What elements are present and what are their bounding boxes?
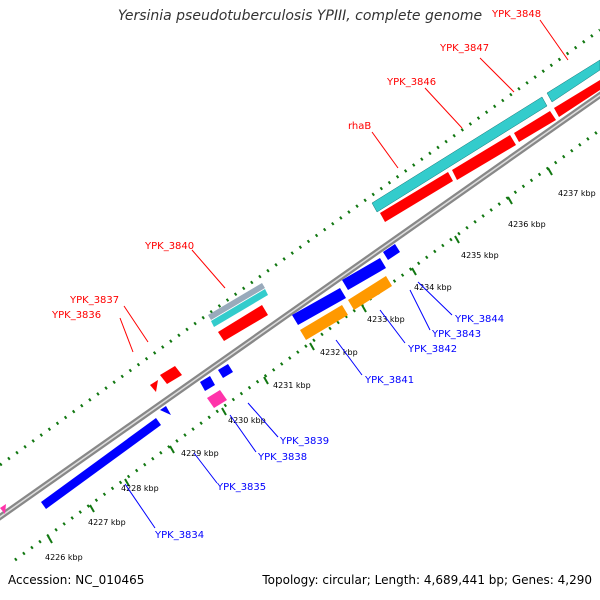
scale-label: 4226 kbp	[45, 553, 83, 562]
gene-label-YPK_3834[interactable]: YPK_3834	[154, 530, 204, 541]
gene-YPK_3841-arrow[interactable]	[292, 288, 346, 325]
major-ticks	[47, 167, 553, 544]
gene-label-YPK_3836[interactable]: YPK_3836	[51, 310, 101, 321]
cds-cyan-feature[interactable]	[546, 59, 600, 103]
gene-YPK_3836-arrow[interactable]	[150, 380, 158, 392]
scale-label: 4231 kbp	[273, 381, 311, 390]
gene-YPK_3844-arrow[interactable]	[383, 244, 400, 260]
gene-YPK_3843-arrow[interactable]	[342, 258, 386, 290]
gene-YPK_3846-arrow[interactable]	[452, 135, 516, 180]
gene-label-YPK_3837[interactable]: YPK_3837	[69, 295, 119, 306]
gene-YPK_3839-arrow[interactable]	[218, 364, 233, 378]
gene-label-YPK_3838[interactable]: YPK_3838	[257, 452, 307, 463]
cds-cyan-feature[interactable]	[211, 289, 268, 327]
gene-YPK_3837-arrow[interactable]	[160, 366, 182, 384]
gene-YPK_3834-arrow[interactable]	[41, 418, 161, 509]
forward-strand-features	[150, 59, 600, 392]
reverse-label-leaders	[124, 281, 453, 529]
scale-label: 4228 kbp	[121, 484, 159, 493]
scale-label: 4233 kbp	[367, 315, 405, 324]
genome-summary-text: Topology: circular; Length: 4,689,441 bp…	[262, 573, 592, 587]
gene-label-rhaB[interactable]: rhaB	[348, 121, 371, 132]
gene-label-YPK_3840[interactable]: YPK_3840	[144, 241, 194, 252]
scale-label: 4236 kbp	[508, 220, 546, 229]
cds-orange-feature[interactable]	[300, 305, 348, 340]
reverse-strand-features	[0, 244, 400, 514]
scale-label: 4232 kbp	[320, 348, 358, 357]
gene-YPK_3847-arrow[interactable]	[514, 111, 556, 142]
scale-label: 4235 kbp	[461, 251, 499, 260]
cds-orange-feature[interactable]	[348, 276, 392, 310]
gene-rhaB-arrow[interactable]	[380, 172, 453, 222]
gene-label-YPK_3844[interactable]: YPK_3844	[454, 314, 504, 325]
gene-label-YPK_3841[interactable]: YPK_3841	[364, 375, 414, 386]
accession-text: Accession: NC_010465	[8, 573, 145, 587]
cds-cyan-feature[interactable]	[371, 96, 548, 213]
gene-label-YPK_3848[interactable]: YPK_3848	[491, 9, 541, 20]
rna-pink-feature[interactable]	[207, 390, 227, 408]
gene-YPK_3840-arrow[interactable]	[218, 305, 268, 341]
scale-label: 4230 kbp	[228, 416, 266, 425]
gene-YPK_3835-arrow[interactable]	[160, 406, 171, 415]
gene-label-YPK_3846[interactable]: YPK_3846	[386, 77, 436, 88]
gene-label-YPK_3847[interactable]: YPK_3847	[439, 43, 489, 54]
scale-label: 4229 kbp	[181, 449, 219, 458]
inner-tick-track	[14, 128, 600, 562]
gene-label-YPK_3842[interactable]: YPK_3842	[407, 344, 457, 355]
pseudogene-feature[interactable]	[208, 283, 265, 320]
gene-label-YPK_3843[interactable]: YPK_3843	[431, 329, 481, 340]
rna-pink-feature[interactable]	[0, 504, 6, 514]
scale-label: 4234 kbp	[414, 283, 452, 292]
map-title: Yersinia pseudotuberculosis YPIII, compl…	[117, 8, 483, 24]
gene-label-YPK_3835[interactable]: YPK_3835	[216, 482, 266, 493]
scale-label: 4227 kbp	[88, 518, 126, 527]
gene-YPK_3848-arrow[interactable]	[554, 80, 600, 117]
outer-tick-track	[0, 28, 600, 467]
scale-label: 4237 kbp	[558, 189, 596, 198]
forward-label-leaders	[119, 19, 569, 353]
gene-YPK_3838-arrow[interactable]	[200, 376, 215, 391]
gene-label-YPK_3839[interactable]: YPK_3839	[279, 436, 329, 447]
